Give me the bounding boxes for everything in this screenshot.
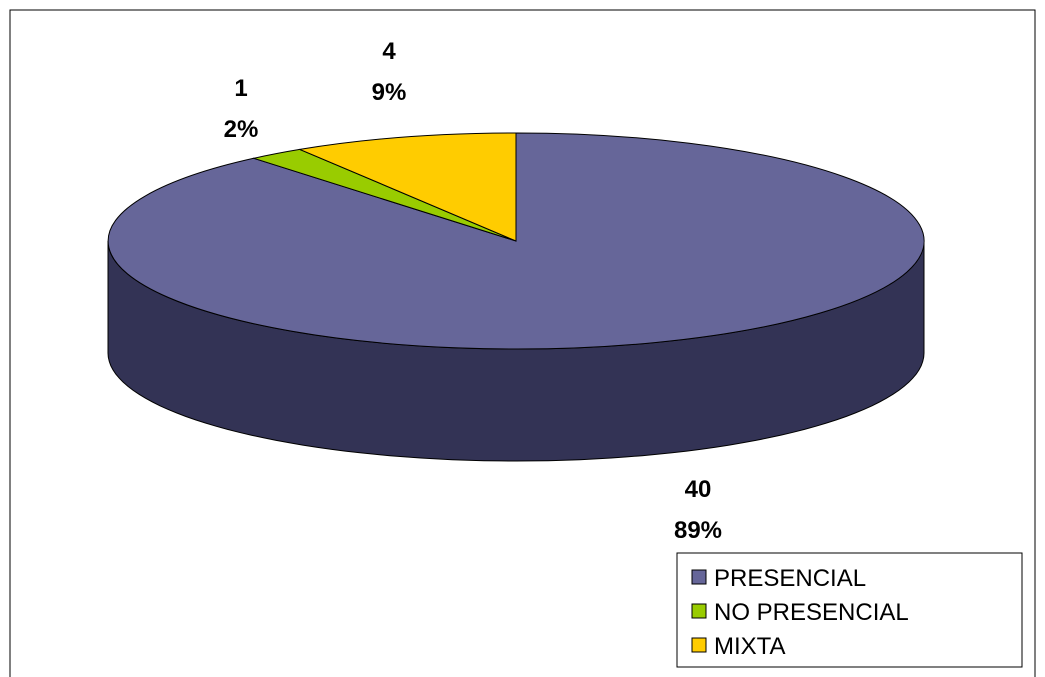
legend-swatch-presencial xyxy=(691,569,707,585)
data-label-percent-no-presencial: 2% xyxy=(224,116,259,143)
legend-label-no-presencial: NO PRESENCIAL xyxy=(714,599,909,626)
legend-swatch-mixta xyxy=(691,637,707,653)
legend-label-presencial: PRESENCIAL xyxy=(714,565,866,592)
pie-slice-mixta xyxy=(298,132,517,242)
legend-label-mixta: MIXTA xyxy=(714,633,786,660)
data-label-value-no-presencial: 1 xyxy=(234,75,247,102)
data-label-percent-mixta: 9% xyxy=(372,79,407,106)
data-label-value-presencial: 40 xyxy=(685,476,712,503)
legend: PRESENCIAL NO PRESENCIAL MIXTA xyxy=(676,552,1023,668)
pie-top-group xyxy=(107,132,925,350)
data-label-percent-presencial: 89% xyxy=(674,517,722,544)
data-label-value-mixta: 4 xyxy=(382,38,396,65)
legend-swatch-no-presencial xyxy=(691,603,707,619)
legend-box xyxy=(676,552,1023,668)
